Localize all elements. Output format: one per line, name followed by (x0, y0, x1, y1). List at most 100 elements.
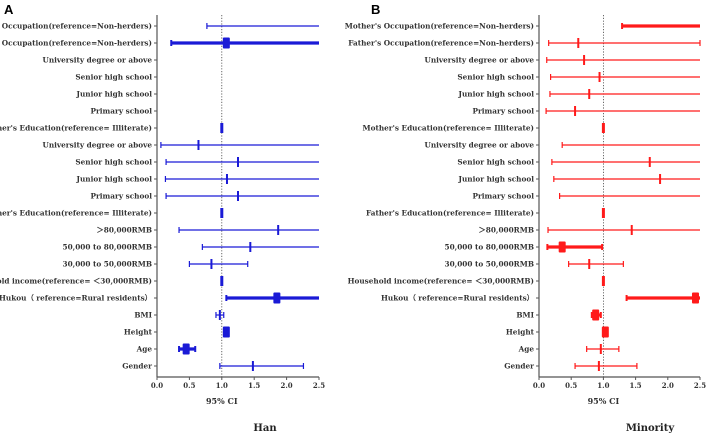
point-estimate (251, 361, 254, 371)
forest-row: Father's Occupation(reference=Non-herder… (348, 38, 701, 48)
row-label: Senior high school (457, 73, 534, 82)
panel-b: B 0.0 0.5 1.0 1.5 2.0 2.5 95% CI Minority Mother'… (345, 2, 706, 434)
forest-row: Height (506, 326, 609, 338)
row-label: Gender (122, 362, 152, 371)
x-tick-label: 2.0 (662, 381, 674, 390)
row-label: University degree or above (424, 141, 534, 150)
forest-row: Junior high school (76, 90, 157, 99)
point-estimate (691, 292, 699, 304)
forest-row: 30,000 to 50,000RMB (63, 259, 249, 269)
forest-row: Father's Education(reference= Illiterate… (366, 208, 605, 218)
row-label: Primary school (90, 192, 152, 201)
point-estimate (273, 292, 281, 304)
point-estimate (210, 259, 213, 269)
forest-row: Age (518, 344, 620, 354)
reference-marker (220, 123, 224, 133)
forest-row: Age (136, 343, 197, 355)
x-tick-label: 2.5 (694, 381, 706, 390)
x-tick-label: 1.0 (597, 381, 609, 390)
forest-row: BMI (516, 309, 602, 321)
row-label: Junior high school (76, 90, 153, 99)
point-estimate (237, 191, 239, 201)
forest-row: Primary school (90, 107, 157, 116)
row-label: Primary school (90, 107, 152, 116)
reference-marker (601, 276, 605, 286)
row-label: 30,000 to 50,000RMB (63, 260, 152, 269)
forest-row: Gender (504, 361, 638, 371)
forest-row: 50,000 to 80,000RMB (445, 241, 604, 253)
forest-row: University degree or above (42, 140, 319, 150)
forest-row: Household income(reference= ＜30,000RMB) (0, 276, 224, 286)
point-estimate (225, 174, 228, 184)
row-label: Mother's Occupation(reference=Non-herder… (0, 22, 152, 31)
row-label: Senior high school (457, 158, 534, 167)
reference-marker (601, 123, 605, 133)
point-estimate (630, 225, 633, 235)
point-estimate (583, 55, 586, 65)
forest-row: Primary school (472, 106, 700, 116)
forest-row: Senior high school (457, 72, 700, 82)
point-estimate (601, 326, 609, 338)
x-tick-label: 1.5 (248, 381, 260, 390)
point-estimate (222, 326, 230, 338)
point-estimate (574, 106, 577, 116)
point-estimate (277, 225, 280, 235)
row-label: BMI (516, 311, 534, 320)
x-axis-title: 95% CI (588, 396, 620, 406)
row-label: Gender (504, 362, 534, 371)
row-label: Hukou（ reference=Rural residents） (0, 294, 152, 303)
forest-row: Mother's Education(reference= Illiterate… (363, 123, 605, 133)
point-estimate (237, 157, 239, 167)
forest-row: Senior high school (75, 157, 319, 167)
forest-row: Senior high school (75, 73, 157, 82)
forest-row: Junior high school (76, 174, 319, 184)
row-label: ＞80,000RMB (96, 226, 152, 235)
row-label: Age (136, 345, 153, 354)
point-estimate (249, 242, 252, 252)
row-label: Mother's Education(reference= Illiterate… (363, 124, 534, 133)
x-tick-label: 0.5 (183, 381, 195, 390)
row-label: Mother's Occupation(reference=Non-herder… (345, 22, 534, 31)
forest-row: Household income(reference= ＜30,000RMB) (348, 276, 605, 286)
x-axis-title: 95% CI (206, 396, 238, 406)
forest-row: 50,000 to 80,000RMB (63, 242, 319, 252)
point-estimate (588, 89, 591, 99)
forest-row: Hukou（ reference=Rural residents） (0, 292, 319, 304)
panel-a: A 0.0 0.5 1.0 1.5 2.0 2.5 95% CI Han Mother's Occ… (0, 2, 325, 434)
x-tick-label: 0.0 (151, 381, 163, 390)
row-label: Senior high school (75, 158, 152, 167)
point-estimate (222, 37, 230, 49)
row-label: Senior high school (75, 73, 152, 82)
x-tick-label: 1.0 (216, 381, 228, 390)
forest-row: 30,000 to 50,000RMB (445, 259, 624, 269)
point-estimate (648, 157, 651, 167)
row-label: Junior high school (458, 90, 535, 99)
forest-row: Height (124, 326, 230, 338)
forest-row: Gender (122, 361, 305, 371)
forest-row: ＞80,000RMB (478, 225, 700, 235)
forest-row: BMI (134, 310, 225, 320)
reference-marker (220, 276, 224, 286)
point-estimate (182, 343, 190, 355)
forest-row: University degree or above (424, 141, 700, 150)
forest-row: Father's Education(reference= Illiterate… (0, 208, 224, 218)
point-estimate (577, 38, 580, 48)
row-label: Junior high school (458, 175, 535, 184)
point-estimate (598, 72, 601, 82)
row-label: Primary school (472, 192, 534, 201)
row-label: Household income(reference= ＜30,000RMB) (0, 277, 152, 286)
row-label: Mother's Education(reference= Illiterate… (0, 124, 152, 133)
row-label: Hukou（ reference=Rural residents） (381, 294, 534, 303)
row-label: Father's Occupation(reference=Non-herder… (0, 39, 152, 48)
forest-row: Mother's Occupation(reference=Non-herder… (0, 22, 319, 31)
row-label: 30,000 to 50,000RMB (445, 260, 534, 269)
row-label: 50,000 to 80,000RMB (445, 243, 534, 252)
row-label: Primary school (472, 107, 534, 116)
row-label: Junior high school (76, 175, 153, 184)
row-label: 50,000 to 80,000RMB (63, 243, 152, 252)
forest-row: Mother's Occupation(reference=Non-herder… (345, 22, 700, 31)
group-title: Han (253, 423, 277, 434)
forest-row: ＞80,000RMB (96, 225, 319, 235)
x-tick-label: 0.5 (565, 381, 577, 390)
